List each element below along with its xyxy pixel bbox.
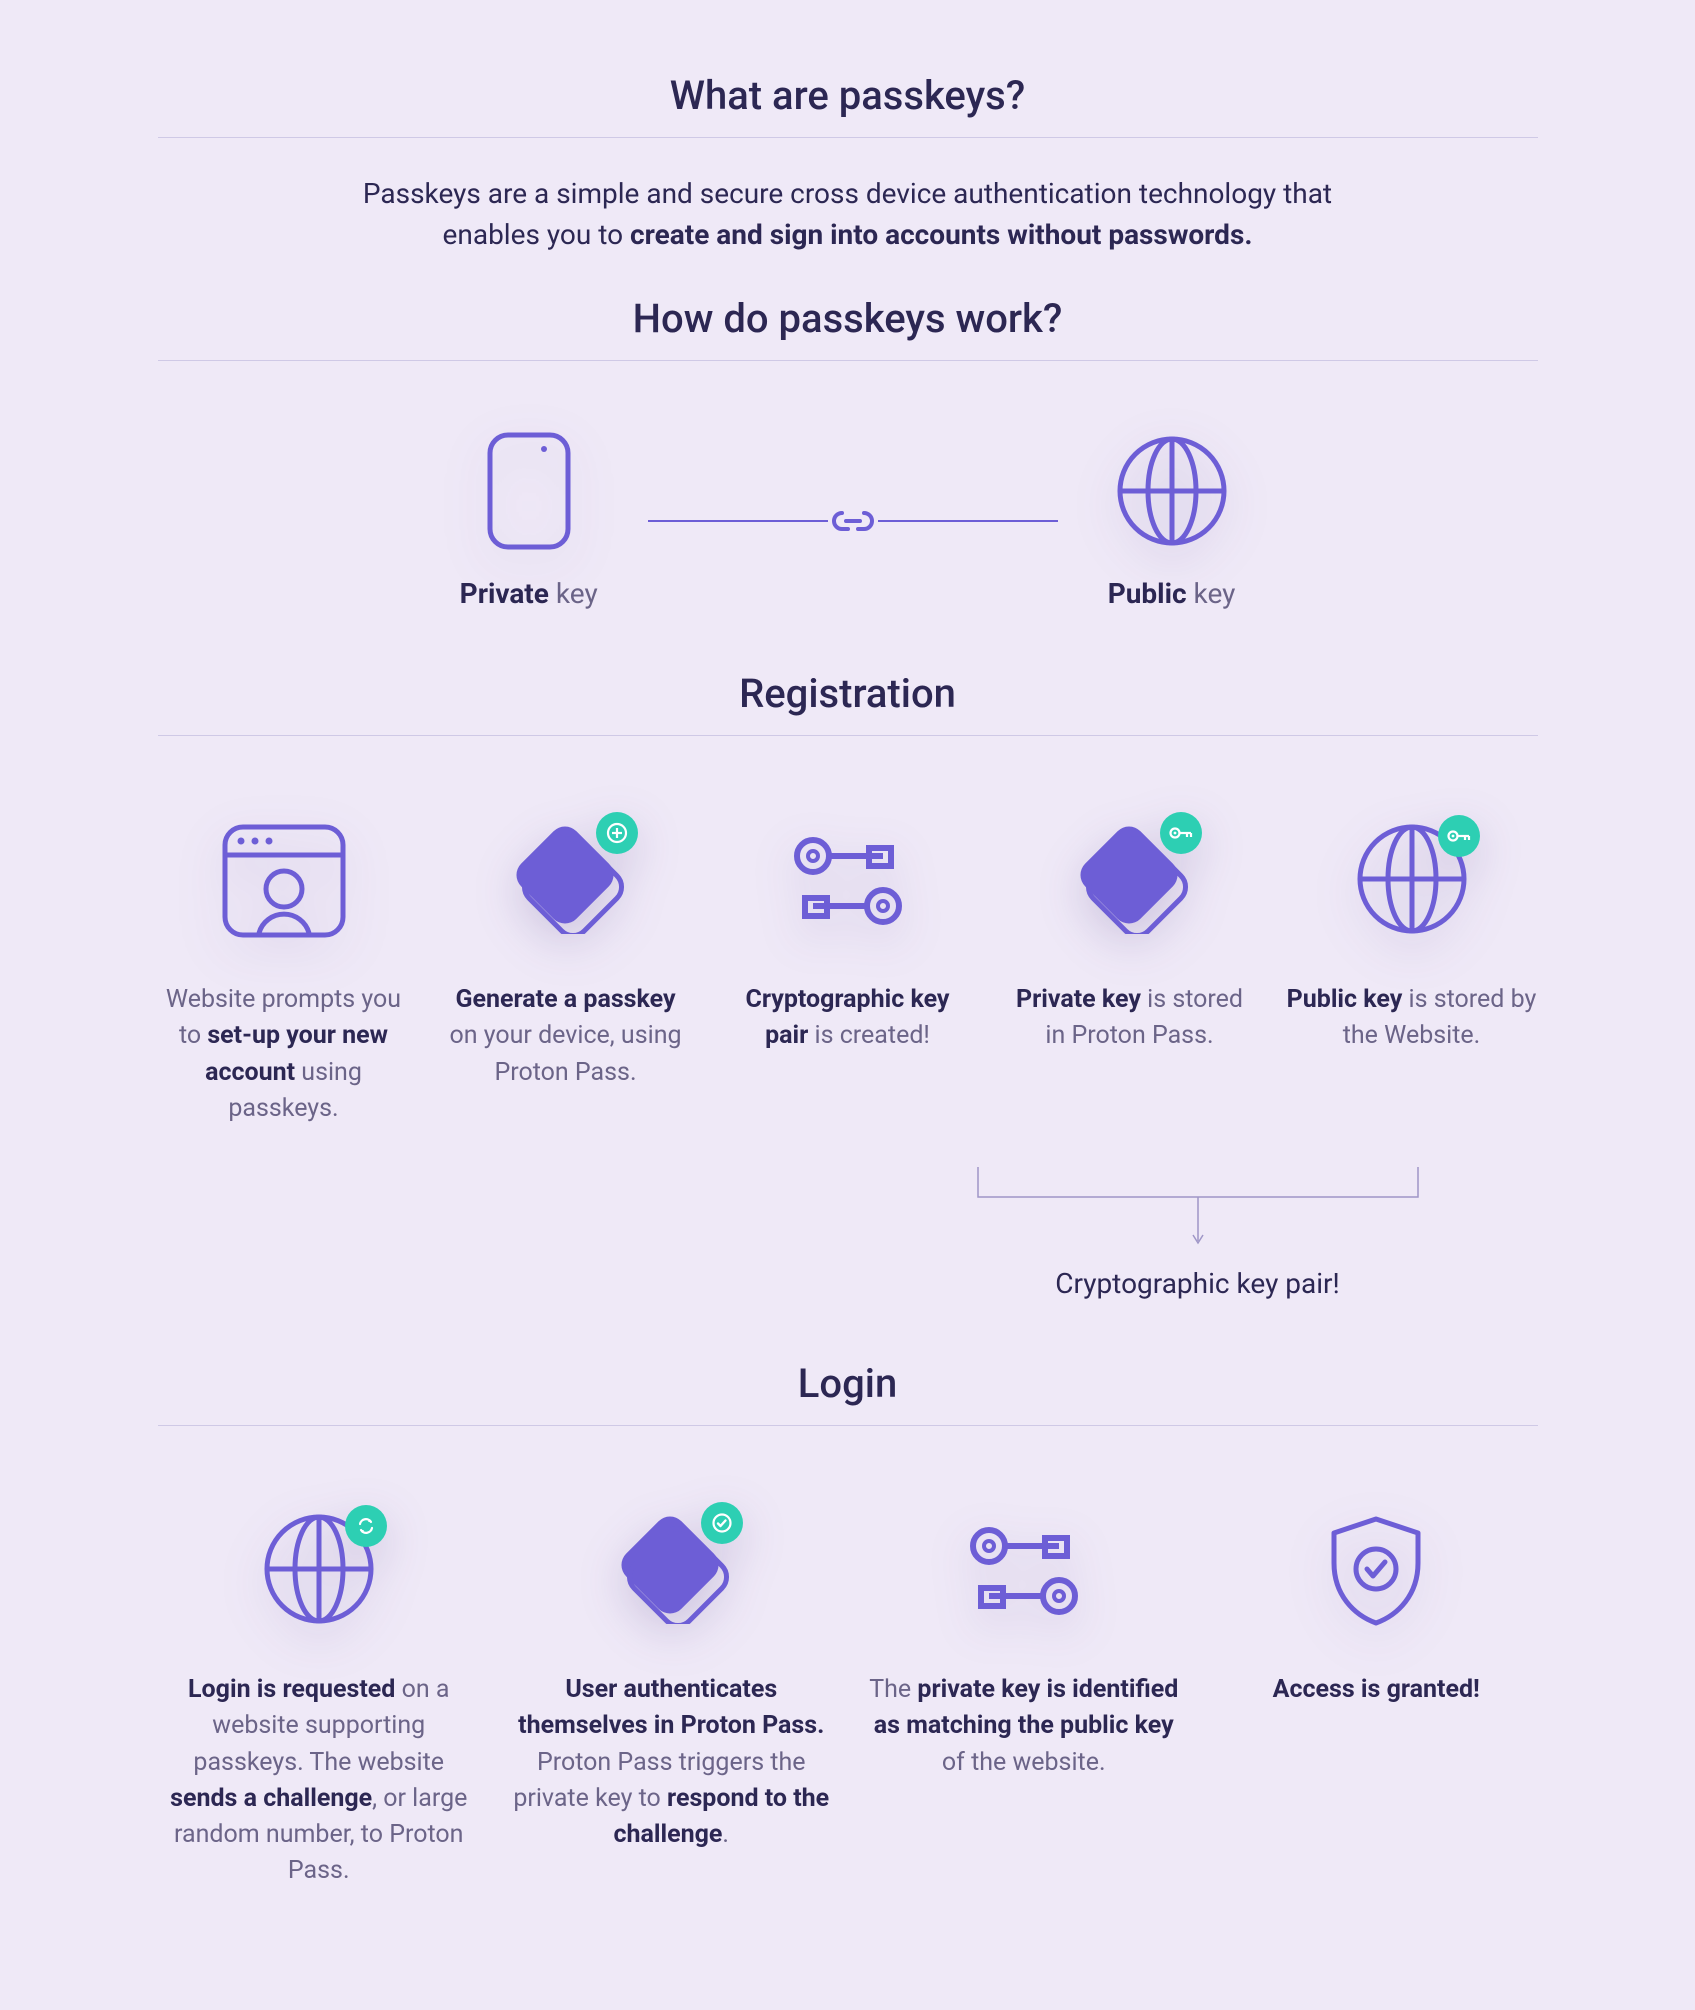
- registration-title: Registration: [158, 670, 1538, 717]
- divider: [158, 360, 1538, 361]
- phone-icon: [486, 431, 572, 555]
- key-pair-connector: Cryptographic key pair!: [918, 1167, 1478, 1300]
- reg-step-2-bold: Generate a passkey: [455, 985, 675, 1014]
- public-key-caption: Public key: [1108, 577, 1236, 610]
- reg-step-5: Public key is stored by the Website.: [1286, 816, 1538, 1127]
- globe-key-icon: [1352, 819, 1472, 943]
- registration-steps: Website prompts you to set-up your new a…: [158, 816, 1538, 1127]
- private-key-rest: key: [549, 577, 598, 610]
- login-step-4-text: Access is granted!: [1215, 1672, 1538, 1708]
- reg-step-1: Website prompts you to set-up your new a…: [158, 816, 410, 1127]
- reg-step-4-bold: Private key: [1016, 985, 1141, 1014]
- key-link-line: [648, 507, 1058, 535]
- shield-check-icon: [1215, 1506, 1538, 1636]
- intro-lead: Passkeys are a simple and secure cross d…: [348, 174, 1348, 255]
- key-badge-icon: [1160, 812, 1202, 854]
- globe-icon: [1112, 431, 1232, 555]
- chain-link-icon: [828, 507, 878, 535]
- key-pair-icon: [722, 816, 974, 946]
- login-step-3-text: The private key is identified as matchin…: [863, 1672, 1186, 1781]
- page-title: What are passkeys?: [158, 72, 1538, 119]
- intro-lead-bold: create and sign into accounts without pa…: [630, 218, 1252, 251]
- reg-step-2-post: on your device, using Proton Pass.: [449, 1021, 681, 1086]
- divider: [158, 137, 1538, 138]
- login-steps: Login is requested on a website supporti…: [158, 1506, 1538, 1890]
- login-step-1-text: Login is requested on a website supporti…: [158, 1672, 481, 1890]
- reg-step-3-post: is created!: [808, 1021, 930, 1050]
- login-step-2-text: User authenticates themselves in Proton …: [510, 1672, 833, 1853]
- divider: [158, 735, 1538, 736]
- login-title: Login: [158, 1360, 1538, 1407]
- reg-step-5-bold: Public key: [1287, 985, 1403, 1014]
- login-step-4: Access is granted!: [1215, 1506, 1538, 1890]
- login-step-3: The private key is identified as matchin…: [863, 1506, 1186, 1890]
- check-badge-icon: [701, 1502, 743, 1544]
- reg-step-2: Generate a passkey on your device, using…: [440, 816, 692, 1127]
- divider: [158, 1425, 1538, 1426]
- connector-label: Cryptographic key pair!: [918, 1267, 1478, 1300]
- private-key-bold: Private: [460, 577, 549, 610]
- passkey-check-icon: [611, 1514, 731, 1628]
- key-pair-diagram: Private key Public key: [158, 431, 1538, 610]
- globe-sync-icon: [259, 1509, 379, 1633]
- browser-user-icon: [158, 816, 410, 946]
- key-badge-icon: [1438, 815, 1480, 857]
- sync-badge-icon: [345, 1505, 387, 1547]
- login-step-2: User authenticates themselves in Proton …: [510, 1506, 833, 1890]
- passkey-add-icon: [506, 824, 626, 938]
- how-title: How do passkeys work?: [158, 295, 1538, 342]
- reg-step-3: Cryptographic key pair is created!: [722, 816, 974, 1127]
- reg-step-4: Private key is stored in Proton Pass.: [1004, 816, 1256, 1127]
- public-key-bold: Public: [1108, 577, 1187, 610]
- private-key-caption: Private key: [460, 577, 598, 610]
- login-step-1: Login is requested on a website supporti…: [158, 1506, 481, 1890]
- plus-badge-icon: [596, 812, 638, 854]
- public-key-rest: key: [1187, 577, 1236, 610]
- passkey-key-icon: [1070, 824, 1190, 938]
- key-pair-icon: [863, 1506, 1186, 1636]
